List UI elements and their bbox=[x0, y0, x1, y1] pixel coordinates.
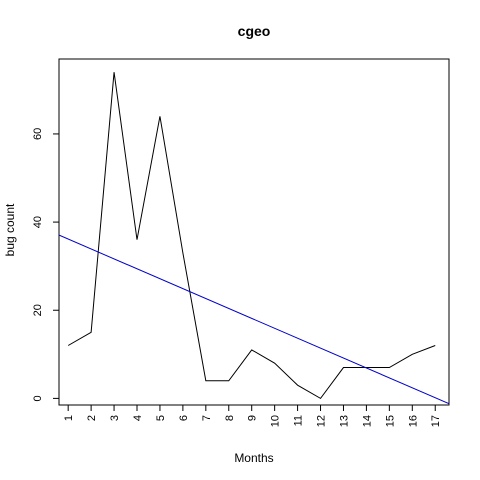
x-tick-label: 14 bbox=[361, 415, 373, 427]
x-tick-label: 15 bbox=[384, 415, 396, 427]
plot-area bbox=[59, 72, 449, 405]
x-tick-label: 5 bbox=[155, 415, 167, 421]
chart-title: cgeo bbox=[238, 23, 271, 39]
plot-frame bbox=[58, 58, 450, 406]
y-axis-label: bug count bbox=[3, 203, 17, 256]
x-tick-label: 4 bbox=[132, 415, 144, 421]
x-tick-label: 1 bbox=[63, 415, 75, 421]
x-tick-label: 7 bbox=[201, 415, 213, 421]
trend-line bbox=[59, 234, 449, 405]
x-tick-label: 2 bbox=[86, 415, 98, 421]
x-tick-label: 17 bbox=[430, 415, 442, 427]
y-tick-label: 20 bbox=[32, 304, 44, 316]
x-tick-label: 12 bbox=[316, 415, 328, 427]
x-tick-label: 16 bbox=[407, 415, 419, 427]
y-tick-label: 0 bbox=[32, 395, 44, 401]
x-tick-label: 9 bbox=[247, 415, 259, 421]
y-tick-label: 40 bbox=[32, 216, 44, 228]
x-tick-label: 13 bbox=[338, 415, 350, 427]
series-line bbox=[67, 72, 436, 400]
x-tick-label: 10 bbox=[270, 415, 282, 427]
y-axis: 0 20 40 60 bbox=[32, 128, 60, 401]
x-axis: 1 2 3 4 5 6 7 8 9 10 11 12 13 14 15 16 17 bbox=[63, 404, 442, 427]
x-tick-label: 8 bbox=[224, 415, 236, 421]
x-tick-label: 11 bbox=[293, 415, 305, 426]
x-tick-label: 6 bbox=[178, 415, 190, 421]
x-axis-label: Months bbox=[234, 451, 273, 465]
y-tick-label: 60 bbox=[32, 128, 44, 140]
x-tick-label: 3 bbox=[109, 415, 121, 421]
